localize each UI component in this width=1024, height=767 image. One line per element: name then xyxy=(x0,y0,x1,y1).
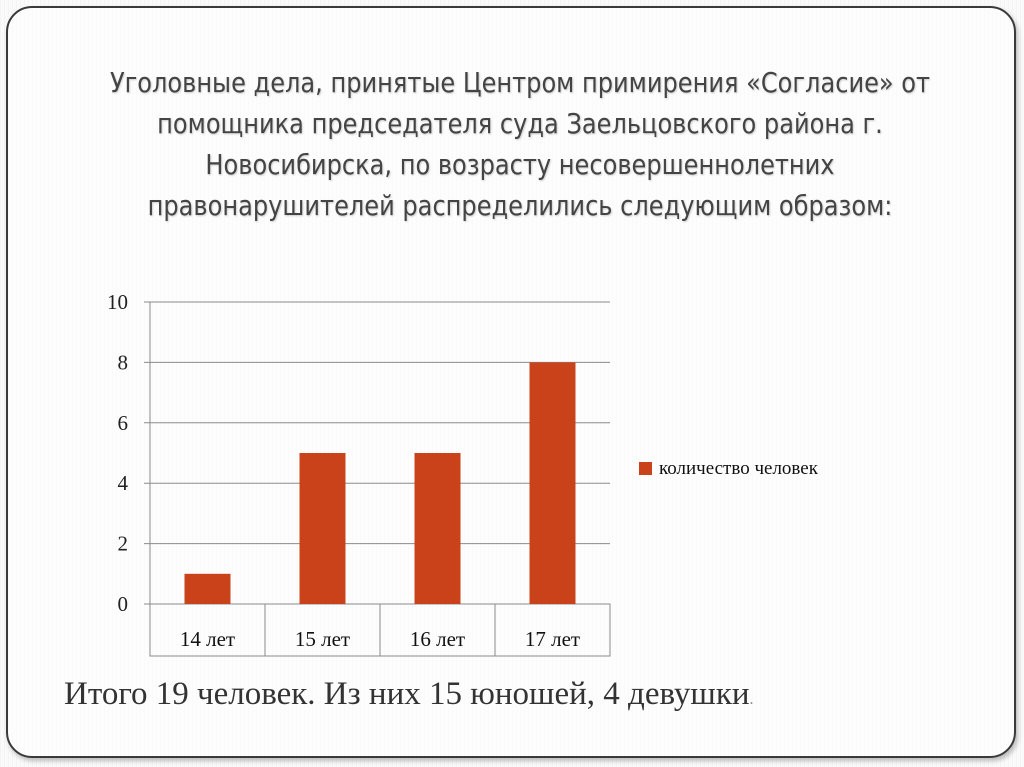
slide-frame xyxy=(6,6,1016,758)
y-tick-label-0: 0 xyxy=(118,592,129,616)
title-line-2: помощника председателя суда Заельцовског… xyxy=(157,107,883,140)
summary-text: Итого 19 человек. Из них 15 юношей, 4 де… xyxy=(64,676,964,713)
bar-2 xyxy=(299,453,346,604)
y-tick-label-4: 4 xyxy=(118,471,129,495)
slide-title: Уголовные дела, принятые Центром примире… xyxy=(107,62,933,226)
summary-dot: . xyxy=(749,691,754,708)
y-tick-label-2: 2 xyxy=(118,532,129,556)
title-line-3: Новосибирска, по возрасту несовершенноле… xyxy=(205,148,835,181)
category-label-3: 16 лет xyxy=(410,627,465,651)
bar-4 xyxy=(529,362,576,604)
category-label-4: 17 лет xyxy=(525,627,580,651)
bar-3 xyxy=(414,453,461,604)
title-line-4: правонарушителей распределились следующи… xyxy=(147,189,893,222)
summary-main: Итого 19 человек. Из них 15 юношей, 4 де… xyxy=(64,676,750,712)
bar-1 xyxy=(184,573,231,604)
y-tick-label-8: 8 xyxy=(118,350,129,374)
category-label-1: 14 лет xyxy=(180,627,235,651)
y-tick-label-10: 10 xyxy=(107,290,128,314)
y-tick-label-6: 6 xyxy=(118,411,129,435)
legend-label: количество человек xyxy=(659,458,819,479)
title-line-1: Уголовные дела, принятые Центром примире… xyxy=(109,66,931,99)
legend-swatch xyxy=(639,462,652,475)
category-label-2: 15 лет xyxy=(295,627,350,651)
